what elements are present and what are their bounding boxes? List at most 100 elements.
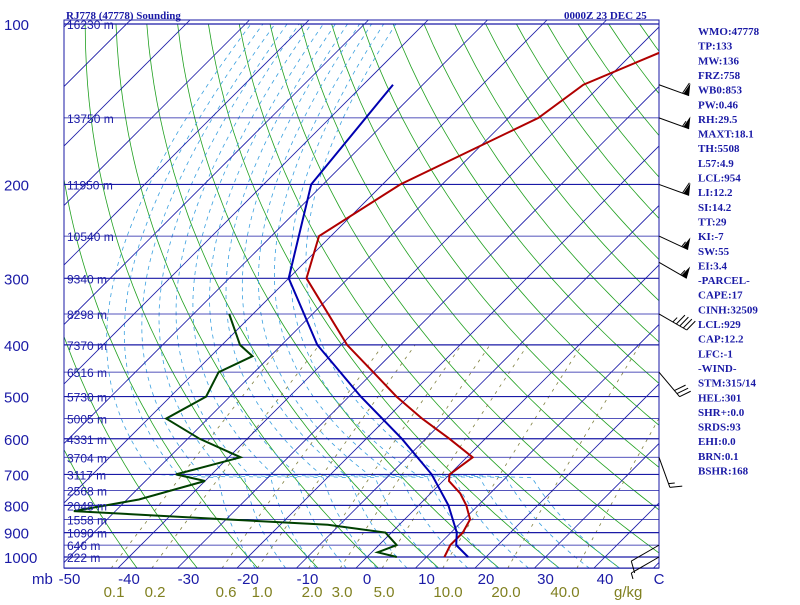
mixing-ratio-line: [308, 345, 461, 568]
stat-line: CAP:12.2: [698, 334, 744, 346]
isotherm: [58, 12, 614, 568]
moist-adiabat: [242, 24, 498, 568]
height-label: 4331 m: [67, 433, 107, 447]
mixing-ratio-tick-label: 20.0: [491, 584, 520, 600]
dry-adiabat: [794, 24, 800, 568]
isotherm: [0, 12, 19, 568]
isotherm: [594, 12, 800, 568]
height-label: 7370 m: [67, 339, 107, 353]
stat-line: PW:0.46: [698, 99, 739, 111]
height-label: 10540 m: [67, 230, 114, 244]
stat-line: TP:133: [698, 41, 733, 53]
stat-line: SHR+:0.0: [698, 407, 745, 419]
stat-line: MAXT:18.1: [698, 129, 754, 141]
wind-barb: [659, 314, 695, 330]
height-label: 2048 m: [67, 499, 107, 513]
temperature-unit-label: C: [654, 571, 665, 588]
temperature-tick-label: 10: [418, 571, 435, 588]
dry-adiabat: [147, 24, 439, 568]
pressure-tick-label: 1000: [4, 550, 37, 567]
temperature-line: [307, 24, 728, 557]
stat-line: WMO:47778: [698, 26, 760, 38]
stat-line: -WIND-: [698, 363, 737, 375]
height-label: 9340 m: [67, 272, 107, 286]
isotherm: [177, 12, 733, 568]
mixing-ratio-tick-label: 3.0: [332, 584, 353, 600]
stat-line: WB0:853: [698, 85, 743, 97]
height-label: 8298 m: [67, 308, 107, 322]
pressure-tick-label: 300: [4, 271, 29, 288]
stat-line: FRZ:758: [698, 70, 741, 82]
wind-barb: [659, 372, 691, 397]
height-label: 3704 m: [67, 451, 107, 465]
stat-line: EI:3.4: [698, 260, 728, 272]
stat-line: L57:4.9: [698, 158, 734, 170]
barb-staff: [659, 457, 670, 487]
mixing-ratio-line: [152, 345, 320, 568]
temperature-tick-label: -30: [178, 571, 200, 588]
barb-half-flag: [673, 318, 677, 322]
stat-line: SI:14.2: [698, 202, 732, 214]
mixing-ratio-tick-label: 40.0: [550, 584, 579, 600]
stat-line: LI:12.2: [698, 187, 733, 199]
pressure-axis-label: mb: [32, 571, 53, 588]
mixing-ratio-line: [443, 345, 582, 568]
mixing-ratio-line: [508, 345, 640, 568]
barb-half-flag: [669, 483, 675, 484]
moist-adiabat: [210, 24, 438, 568]
stat-line: EHI:0.0: [698, 436, 736, 448]
dry-adiabat: [21, 24, 197, 568]
pressure-tick-label: 400: [4, 338, 29, 355]
height-label: 5730 m: [67, 391, 107, 405]
barb-staff: [631, 545, 659, 561]
stat-line: TT:29: [698, 217, 727, 229]
stat-line: LCL:954: [698, 173, 741, 185]
barb-half-flag: [631, 573, 633, 579]
chart-title: RJ778 (47778) Sounding: [66, 10, 181, 22]
stat-line: -PARCEL-: [698, 275, 750, 287]
wind-barb: [659, 236, 690, 250]
stat-line: SW:55: [698, 246, 730, 258]
dewpoint-line: [74, 314, 397, 557]
stat-line: BRN:0.1: [698, 451, 739, 463]
stat-line: RH:29.5: [698, 114, 738, 126]
isobars: [64, 24, 659, 568]
stat-line: MW:136: [698, 55, 739, 67]
mixing-ratio-tick-label: 0.6: [216, 584, 237, 600]
moist-adiabat: [142, 24, 316, 568]
mixing-ratio-line: [382, 345, 528, 568]
mixing-ratio-tick-label: 1.0: [252, 584, 273, 600]
barb-flag: [670, 486, 682, 487]
stat-line: KI:-7: [698, 231, 724, 243]
wind-barb: [659, 83, 690, 96]
moist-adiabat: [290, 24, 589, 568]
dry-adiabat: [516, 24, 800, 568]
wind-barb: [659, 457, 682, 487]
height-label: 222 m: [67, 551, 100, 565]
wind-barb: [659, 183, 690, 196]
stats-panel: WMO:47778 TP:133 MW:136 FRZ:758 WB0:853 PW:0.…: [698, 26, 760, 478]
pressure-tick-label: 800: [4, 498, 29, 515]
isotherm: [0, 12, 436, 568]
pressure-tick-label: 700: [4, 467, 29, 484]
stat-line: CAPE:17: [698, 290, 743, 302]
stat-line: BSHR:168: [698, 466, 749, 478]
stat-line: CINH:32509: [698, 304, 758, 316]
mixing-ratio-tick-label: 0.2: [145, 584, 166, 600]
dry-adiabat: [208, 24, 559, 568]
stat-line: LCL:929: [698, 319, 741, 331]
dry-adiabat: [763, 24, 800, 568]
temperature-tick-label: -50: [59, 571, 81, 588]
height-label: 1558 m: [67, 513, 107, 527]
height-label: 3117 m: [67, 468, 106, 482]
temperature-tick-label: 0: [363, 571, 371, 588]
height-label: 6516 m: [67, 366, 107, 380]
stat-line: TH:5508: [698, 143, 740, 155]
isotherm: [118, 12, 674, 568]
chart-datetime: 0000Z 23 DEC 25: [564, 10, 647, 22]
pressure-tick-label: 600: [4, 432, 29, 449]
temperature-tick-label: 40: [597, 571, 614, 588]
height-label: 2568 m: [67, 484, 107, 498]
